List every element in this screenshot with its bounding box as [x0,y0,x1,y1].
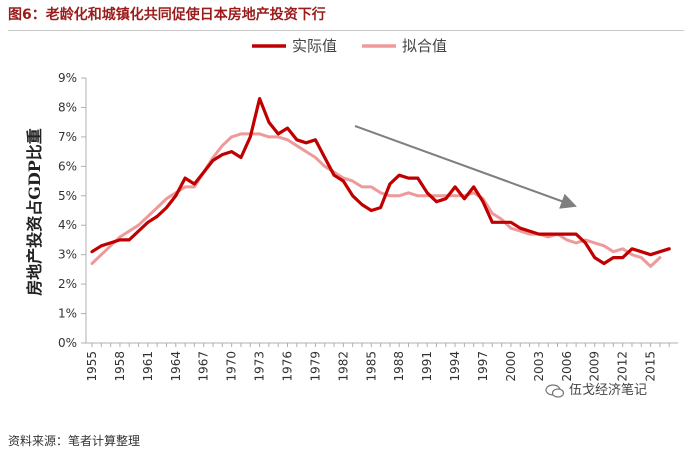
y-tick-label: 2% [58,277,77,291]
x-tick-label: 2003 [532,351,546,382]
wechat-icon [545,384,565,398]
x-tick-label: 2012 [616,351,630,382]
y-axis-label: 房地产投资占GDP比重 [25,128,44,296]
legend-item-fitted: 拟合值 [362,37,447,55]
title-divider [8,30,684,31]
series-line-actual [90,96,671,266]
x-tick-label: 1991 [420,351,434,382]
y-tick-label: 9% [58,71,77,85]
legend-label: 实际值 [292,37,337,55]
y-tick-label: 6% [58,159,77,173]
x-tick-label: 2009 [588,351,602,382]
y-tick-label: 4% [58,218,77,232]
x-tick-label: 2006 [560,351,574,382]
x-tick-label: 1958 [113,351,127,382]
watermark-label: 伍戈经济笔记 [569,383,648,398]
x-tick-label: 1985 [364,351,378,382]
figure-title: 图6：老龄化和城镇化共同促使日本房地产投资下行 [8,7,326,23]
x-tick-label: 1994 [448,351,462,382]
chart-axes: 0% 1% 2% 3% 4% 5% 6% 7% 8% 9% 1955 1958 1961 1964 1967… [58,71,678,382]
trend-arrow [354,125,577,209]
x-tick-label: 1988 [392,351,406,382]
x-tick-label: 1997 [476,351,490,382]
x-tick-label: 1961 [141,351,155,382]
chart-area: 实际值 拟合值 0% 1% 2% 3% 4% 5% 6% 7% 8% 9% 1955 1958 1961 1… [25,37,678,382]
x-tick-label: 1955 [85,351,99,382]
x-tick-label: 1973 [253,351,267,382]
y-tick-label: 7% [58,130,77,144]
legend-item-actual: 实际值 [252,37,337,55]
x-tick-label: 1964 [169,351,183,382]
y-tick-label: 5% [58,189,77,203]
x-tick-label: 2015 [644,351,658,382]
watermark: 伍戈经济笔记 [545,381,647,401]
chart-series [90,96,671,268]
x-tick-label: 1967 [197,351,211,382]
x-tick-label: 2000 [504,351,518,382]
y-tick-label: 1% [58,307,77,321]
legend-label: 拟合值 [402,37,447,55]
x-tick-label: 1970 [225,351,239,382]
source-note: 资料来源：笔者计算整理 [8,434,141,448]
x-tick-label: 1979 [308,351,322,382]
x-tick-label: 1976 [281,351,295,382]
y-tick-label: 0% [58,336,77,350]
series-line-fitted [90,132,662,268]
y-tick-label: 3% [58,248,77,262]
y-tick-label: 8% [58,100,77,114]
chart-legend: 实际值 拟合值 [252,37,447,55]
x-tick-label: 1982 [336,351,350,382]
